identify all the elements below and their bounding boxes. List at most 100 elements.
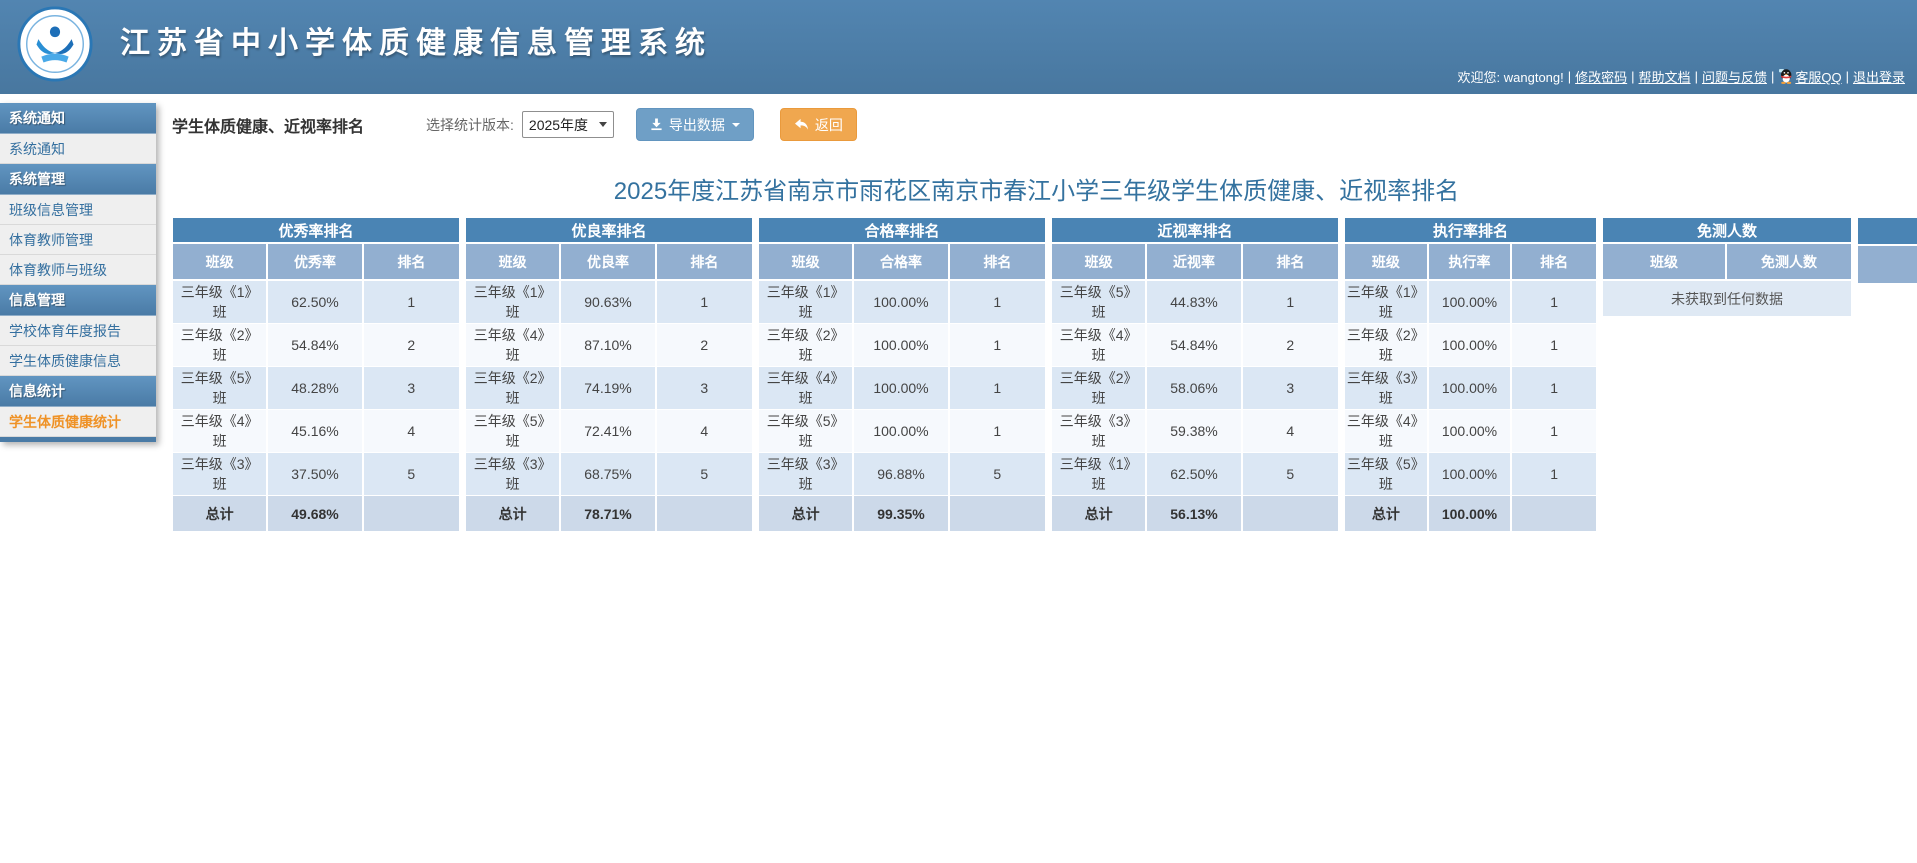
sidebar-item[interactable]: 体育教师管理: [0, 225, 156, 255]
tables-area: 优秀率排名 班级 优秀率 排名 三年级《1》班 62.50% 1 三年级《2》班 54.84% 2…: [156, 218, 1917, 532]
sidebar-item[interactable]: 系统通知: [0, 134, 156, 164]
total-cell: 总计: [1345, 496, 1429, 532]
table-cell: 58.06%: [1147, 367, 1243, 410]
table-cell: 62.50%: [268, 281, 364, 324]
back-label: 返回: [814, 116, 843, 133]
sidebar-item[interactable]: 体育教师与班级: [0, 255, 156, 285]
table-cell: 62.50%: [1147, 453, 1243, 496]
column-header: 班级: [1052, 244, 1148, 281]
sidebar-group-header[interactable]: 系统通知: [0, 103, 156, 134]
table-exempt-count: 免测人数 班级 免测人数 未获取到任何数据: [1603, 218, 1851, 317]
table-cell: 100.00%: [1428, 367, 1513, 410]
column-header: 优秀率: [268, 244, 364, 281]
column-header: 执行率: [1428, 244, 1513, 281]
table-cell: 三年级《2》班: [759, 324, 855, 367]
table-row: 三年级《5》班 44.83% 1: [1052, 281, 1338, 324]
table-cell: 三年级《2》班: [1345, 324, 1429, 367]
sidebar-item[interactable]: 学校体育年度报告: [0, 316, 156, 346]
table-cell: 37.50%: [268, 453, 364, 496]
table-cell: 三年级《3》班: [1345, 367, 1429, 410]
no-data-cell: 未获取到任何数据: [1603, 281, 1851, 317]
total-cell: 总计: [173, 496, 269, 532]
total-cell: [1512, 496, 1596, 532]
back-button[interactable]: 返回: [779, 108, 857, 141]
table-row: 三年级《2》班 54.84% 2: [173, 324, 459, 367]
table-cell: 68.75%: [561, 453, 657, 496]
total-cell: [656, 496, 752, 532]
table-cell: 三年级《4》班: [466, 324, 562, 367]
column-header: 排名: [363, 244, 459, 281]
sidebar-item[interactable]: 学生体质健康统计: [0, 407, 156, 437]
table-cell: 三年级《3》班: [1052, 410, 1148, 453]
table-cell: 1: [1512, 281, 1596, 324]
table-cell: 96.88%: [854, 453, 950, 496]
table-row: 三年级《5》班 48.28% 3: [173, 367, 459, 410]
table-cell: 三年级《5》班: [173, 367, 269, 410]
separator: |: [1567, 69, 1572, 84]
table-cell: 1: [949, 410, 1045, 453]
table-row: 三年级《5》班 72.41% 4: [466, 410, 752, 453]
table-cell: 72.41%: [561, 410, 657, 453]
sidebar-group-header[interactable]: 信息统计: [0, 376, 156, 407]
separator: |: [1770, 69, 1775, 84]
table-row: 三年级《1》班 62.50% 5: [1052, 453, 1338, 496]
table-cell: 三年级《3》班: [759, 453, 855, 496]
table-cell: 2: [1242, 324, 1338, 367]
table-title: 近视率排名: [1052, 218, 1338, 244]
total-row: 总计 56.13%: [1052, 496, 1338, 532]
sidebar: 系统通知 系统通知 系统管理 班级信息管理 体育教师管理 体育教师与班级 信息管理 学校体育年…: [0, 94, 156, 442]
table-cell: 2: [363, 324, 459, 367]
table-row: 三年级《3》班 59.38% 4: [1052, 410, 1338, 453]
sidebar-item[interactable]: 学生体质健康信息: [0, 346, 156, 376]
table-cell: 100.00%: [854, 324, 950, 367]
export-data-button[interactable]: 导出数据: [635, 108, 754, 141]
total-cell: 100.00%: [1428, 496, 1513, 532]
table-cell: 1: [656, 281, 752, 324]
sidebar-item[interactable]: 班级信息管理: [0, 195, 156, 225]
change-password-link[interactable]: 修改密码: [1575, 70, 1628, 85]
table-row: 三年级《2》班 100.00% 1: [1345, 324, 1596, 367]
table-cell: 1: [1512, 367, 1596, 410]
table-cell: 74.19%: [561, 367, 657, 410]
table-cell: 100.00%: [1428, 324, 1513, 367]
clipped-table-fragment: [1858, 218, 1917, 283]
table-cell: 1: [949, 367, 1045, 410]
table-title: 优秀率排名: [173, 218, 459, 244]
table-cell: 三年级《5》班: [759, 410, 855, 453]
table-cell: 三年级《2》班: [173, 324, 269, 367]
app-title: 江苏省中小学体质健康信息管理系统: [120, 27, 712, 60]
table-cell: 54.84%: [268, 324, 364, 367]
total-cell: 总计: [466, 496, 562, 532]
table-cell: 三年级《4》班: [1345, 410, 1429, 453]
column-header: 班级: [759, 244, 855, 281]
table-cell: 4: [656, 410, 752, 453]
column-header: 排名: [1242, 244, 1338, 281]
qq-icon: [1778, 68, 1795, 85]
help-doc-link[interactable]: 帮助文档: [1638, 70, 1691, 85]
table-row: 三年级《1》班 100.00% 1: [1345, 281, 1596, 324]
table-cell: 1: [1242, 281, 1338, 324]
feedback-link[interactable]: 问题与反馈: [1701, 70, 1767, 85]
table-title: 合格率排名: [759, 218, 1045, 244]
table-cell: 三年级《3》班: [173, 453, 269, 496]
column-header: 免测人数: [1727, 244, 1851, 281]
logout-link[interactable]: 退出登录: [1852, 70, 1905, 85]
table-cell: 3: [656, 367, 752, 410]
table-row: 三年级《2》班 74.19% 3: [466, 367, 752, 410]
qq-service-link[interactable]: 客服QQ: [1795, 70, 1842, 85]
table-cell: 三年级《5》班: [466, 410, 562, 453]
sidebar-group-header[interactable]: 系统管理: [0, 164, 156, 195]
table-excellent-rate: 优秀率排名 班级 优秀率 排名 三年级《1》班 62.50% 1 三年级《2》班 54.84% 2…: [173, 218, 459, 532]
clipped-table-header: [1858, 246, 1917, 283]
table-row: 三年级《2》班 58.06% 3: [1052, 367, 1338, 410]
column-header: 班级: [173, 244, 269, 281]
version-select[interactable]: 2025年度: [521, 111, 614, 138]
chevron-down-icon: [598, 122, 607, 127]
table-cell: 三年级《1》班: [466, 281, 562, 324]
table-good-rate: 优良率排名 班级 优良率 排名 三年级《1》班 90.63% 1 三年级《4》班 87.10% 2…: [466, 218, 752, 532]
caret-down-icon: [731, 122, 740, 127]
table-cell: 44.83%: [1147, 281, 1243, 324]
sidebar-group-header[interactable]: 信息管理: [0, 285, 156, 316]
table-cell: 三年级《3》班: [466, 453, 562, 496]
brand: 江苏省中小学体质健康信息管理系统: [0, 0, 1917, 94]
